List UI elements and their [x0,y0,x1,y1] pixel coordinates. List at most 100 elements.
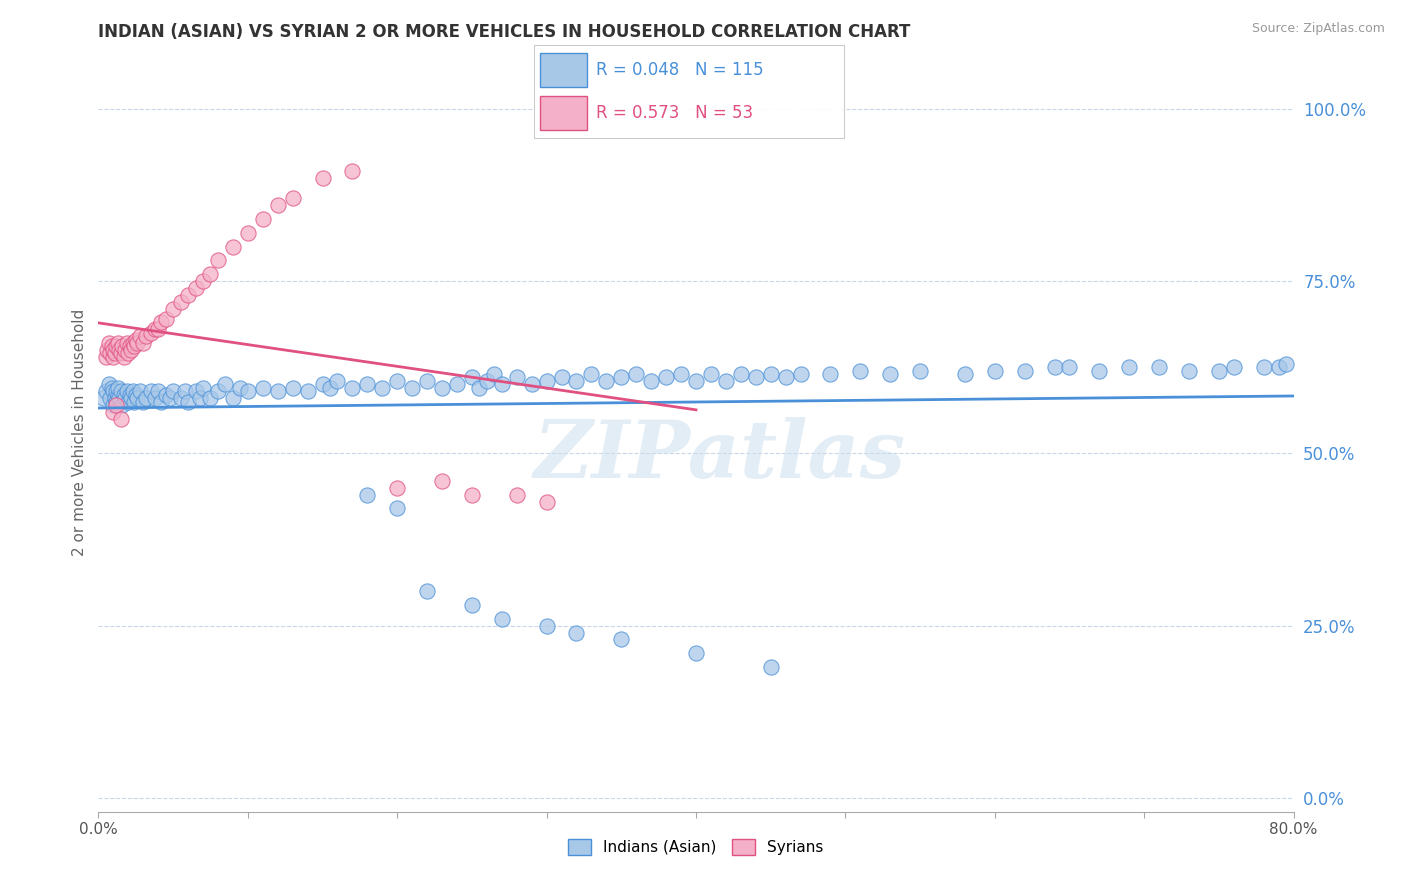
Point [984,363,1007,377]
Point [174,384,197,399]
Point [550,370,572,384]
Point [236,226,259,240]
Point [110,346,132,360]
Point [188,391,211,405]
Point [105,398,128,412]
Point [104,346,127,360]
Point [207,253,229,268]
Point [115,384,138,399]
Point [1043,360,1066,375]
Point [610,632,633,647]
Point [111,339,134,353]
Point [385,481,409,495]
Point [155,388,177,402]
Point [759,367,782,381]
Text: ZIPatlas: ZIPatlas [534,417,905,494]
Point [222,391,245,405]
FancyBboxPatch shape [540,96,586,130]
Point [252,211,274,226]
Point [430,474,453,488]
Point [108,343,131,357]
Point [342,381,364,395]
Point [491,612,513,626]
Point [184,384,207,399]
Point [1267,360,1289,375]
Point [103,405,125,419]
Text: INDIAN (ASIAN) VS SYRIAN 2 OR MORE VEHICLES IN HOUSEHOLD CORRELATION CHART: INDIAN (ASIAN) VS SYRIAN 2 OR MORE VEHIC… [98,23,911,41]
Point [281,381,304,395]
Point [200,267,222,281]
Point [953,367,976,381]
Point [356,377,378,392]
Point [169,391,191,405]
Point [184,281,207,295]
Point [461,488,484,502]
Point [669,367,692,381]
Point [484,367,506,381]
Point [107,381,129,395]
Point [342,163,364,178]
Point [117,394,139,409]
Point [118,339,141,353]
Point [640,374,662,388]
Point [103,384,125,399]
Point [1253,360,1275,375]
Point [120,343,142,357]
Point [159,391,181,405]
Point [401,381,423,395]
Point [775,370,797,384]
Point [139,384,162,399]
Point [311,377,333,392]
Point [125,388,148,402]
Point [730,367,752,381]
Point [416,374,439,388]
Point [191,274,214,288]
Point [430,381,453,395]
Point [1208,363,1230,377]
Point [520,377,543,392]
Point [565,625,588,640]
Point [98,391,122,405]
Point [468,381,491,395]
Point [820,367,842,381]
Point [143,322,166,336]
Point [98,346,122,360]
Point [685,646,707,660]
Point [112,350,135,364]
Point [416,584,439,599]
Point [96,343,118,357]
Point [610,370,633,384]
Point [111,398,134,412]
Point [536,618,558,632]
Point [115,336,138,351]
Point [148,384,170,399]
Point [214,377,236,392]
Text: R = 0.048   N = 115: R = 0.048 N = 115 [596,61,763,78]
Point [101,339,124,353]
Y-axis label: 2 or more Vehicles in Household: 2 or more Vehicles in Household [72,309,87,557]
Point [685,374,707,388]
Point [236,384,259,399]
Point [94,384,117,399]
Point [124,339,146,353]
Point [626,367,648,381]
Point [461,598,484,612]
Point [371,381,394,395]
Point [581,367,603,381]
Point [536,494,558,508]
Point [446,377,468,392]
Point [148,322,170,336]
Point [536,374,558,388]
Point [108,391,131,405]
Point [107,388,129,402]
Point [1147,360,1170,375]
Point [97,336,120,351]
Point [129,329,152,343]
Legend: Indians (Asian), Syrians: Indians (Asian), Syrians [562,833,830,861]
FancyBboxPatch shape [540,53,586,87]
Point [101,381,124,395]
Text: Source: ZipAtlas.com: Source: ZipAtlas.com [1251,22,1385,36]
Point [1178,363,1201,377]
Point [177,394,200,409]
Point [135,329,157,343]
